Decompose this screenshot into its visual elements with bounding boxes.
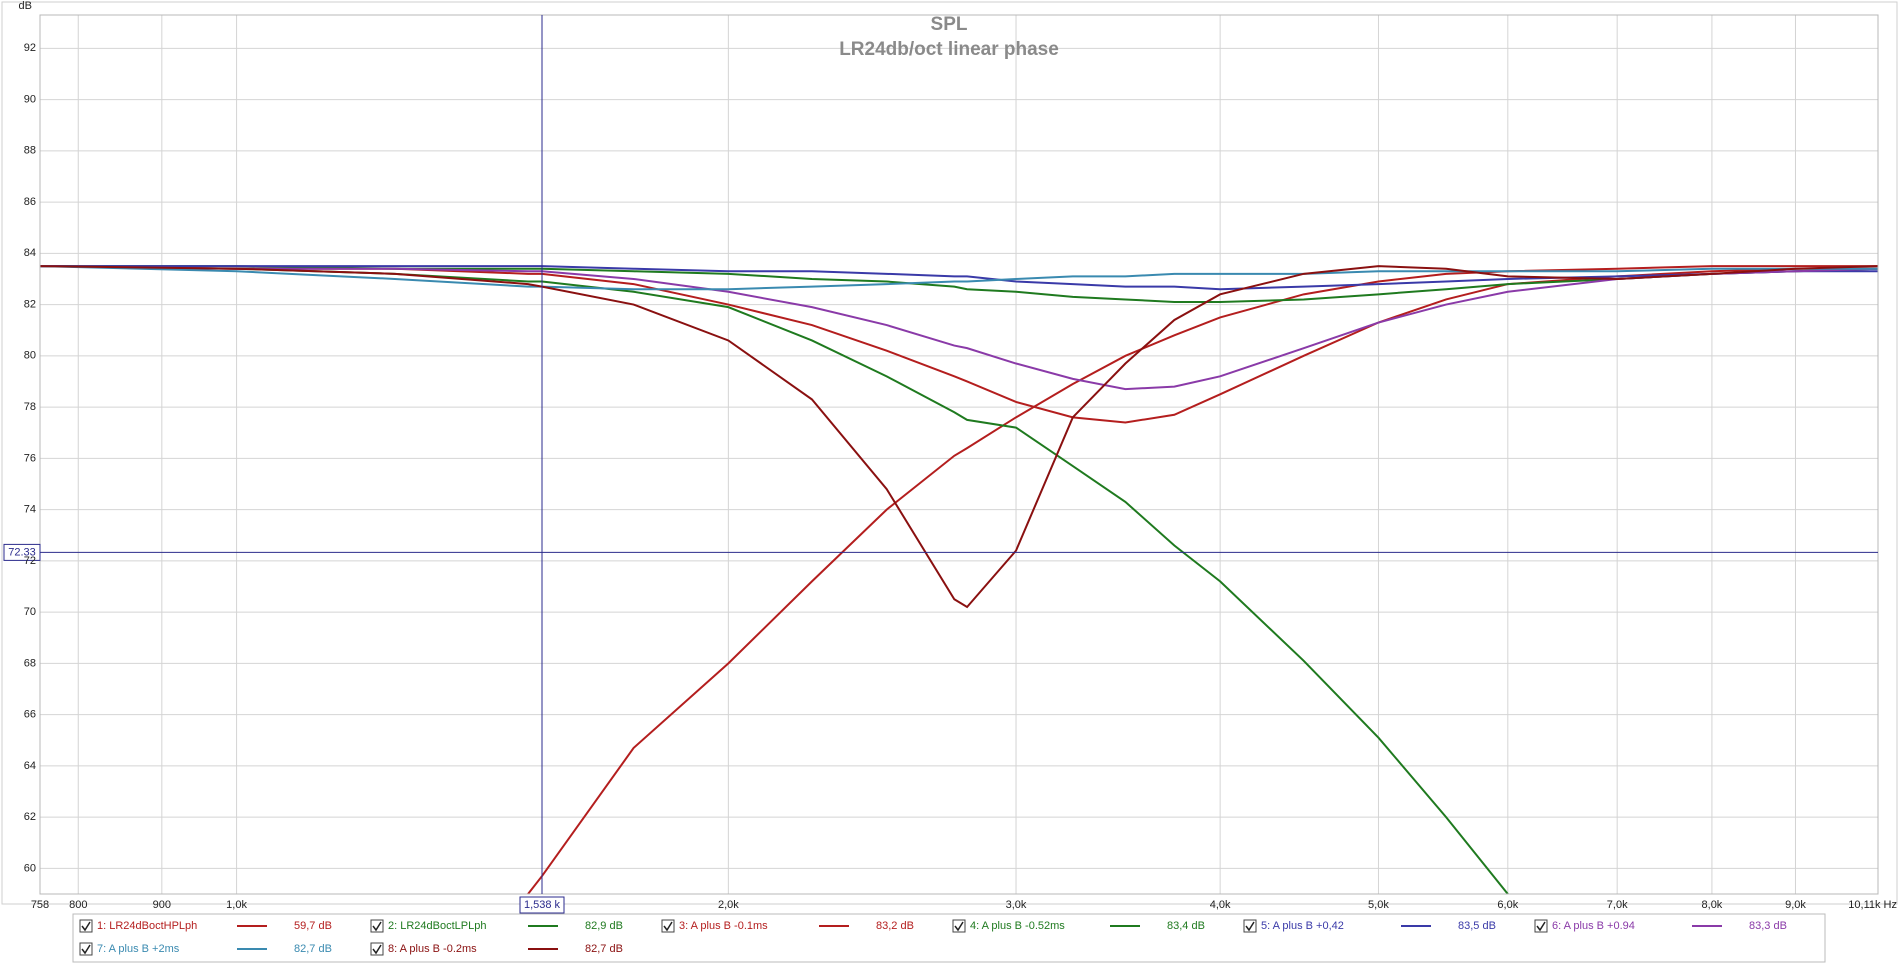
chart-title: SPL — [931, 14, 968, 35]
series-line — [40, 265, 1879, 304]
series-line — [39, 265, 1879, 609]
grid — [39, 15, 1879, 894]
legend-readout: 82,7 dB — [294, 943, 332, 955]
y-tick-label: 80 — [24, 350, 36, 362]
x-tick-label: 7,0k — [1607, 899, 1628, 911]
legend-readout: 83,3 dB — [1749, 920, 1787, 932]
legend-check[interactable] — [663, 921, 673, 932]
legend-readout: 59,7 dB — [294, 920, 332, 932]
legend-check[interactable] — [81, 944, 91, 955]
legend: 1: LR24dBoctHPLph 59,7 dB 2: LR24dBoctLPLp… — [79, 919, 1787, 956]
legend-box — [72, 913, 1826, 963]
y-tick-label: 76 — [24, 452, 36, 464]
cursor-y-label: 72.33 — [8, 546, 36, 558]
legend-checkbox[interactable] — [370, 942, 384, 956]
legend-check[interactable] — [1536, 921, 1546, 932]
y-tick-label: 86 — [24, 196, 36, 208]
x-tick-label: 6,0k — [1497, 899, 1518, 911]
legend-readout: 82,9 dB — [585, 920, 623, 932]
legend-label: 1: LR24dBoctHPLph — [97, 920, 197, 932]
legend-checkbox[interactable] — [1243, 919, 1257, 933]
y-tick-label: 60 — [24, 862, 36, 874]
legend-check[interactable] — [954, 921, 964, 932]
cursor-x-box — [519, 896, 565, 914]
x-tick-label: 9,0k — [1785, 899, 1806, 911]
legend-check[interactable] — [372, 944, 382, 955]
y-tick-label: 78 — [24, 401, 36, 413]
legend-checkbox[interactable] — [952, 919, 966, 933]
x-tick-label: 1,0k — [226, 899, 247, 911]
x-tick-label: 3,0k — [1006, 899, 1027, 911]
legend-check[interactable] — [1245, 921, 1255, 932]
cursor: 1,538 k 72.33 — [3, 15, 1878, 914]
cursor-x-label: 1,538 k — [524, 899, 561, 911]
legend-checkbox[interactable] — [1534, 919, 1548, 933]
series-line — [39, 265, 1879, 391]
y-tick-label: 88 — [24, 145, 36, 157]
series-line — [39, 265, 1509, 895]
x-tick-label: 900 — [153, 899, 171, 911]
legend-readout: 83,2 dB — [876, 920, 914, 932]
legend-readout: 83,5 dB — [1458, 920, 1496, 932]
x-tick-label: 2,0k — [718, 899, 739, 911]
legend-label: 6: A plus B +0.94 — [1552, 920, 1635, 932]
x-tick-label: 758 — [31, 899, 49, 911]
x-tick-label: 5,0k — [1368, 899, 1389, 911]
x-tick-label: 10,11k Hz — [1848, 899, 1897, 911]
legend-check[interactable] — [372, 921, 382, 932]
y-tick-label: 64 — [24, 760, 36, 772]
legend-label: 7: A plus B +2ms — [97, 943, 180, 955]
y-tick-label: 84 — [24, 247, 36, 259]
x-tick-label: 4,0k — [1210, 899, 1231, 911]
cursor-y-box — [3, 543, 41, 561]
legend-checkbox[interactable] — [79, 919, 93, 933]
legend-checkbox[interactable] — [79, 942, 93, 956]
y-tick-label: 68 — [24, 657, 36, 669]
legend-readout: 82,7 dB — [585, 943, 623, 955]
x-tick-label: 8,0k — [1702, 899, 1723, 911]
series-line — [527, 265, 1878, 895]
chart-subtitle: LR24db/oct linear phase — [839, 39, 1059, 60]
legend-checkbox[interactable] — [370, 919, 384, 933]
y-tick-label: 66 — [24, 709, 36, 721]
y-tick-label: 72 — [24, 555, 36, 567]
y-tick-label: 62 — [24, 811, 36, 823]
legend-checkbox[interactable] — [661, 919, 675, 933]
legend-label: 5: A plus B +0,42 — [1261, 920, 1344, 932]
y-tick-label: 74 — [24, 504, 36, 516]
plot-lines — [39, 265, 1879, 895]
plot-border — [39, 14, 1879, 895]
x-tick-label: 800 — [69, 899, 87, 911]
legend-label: 4: A plus B -0.52ms — [970, 920, 1065, 932]
legend-readout: 83,4 dB — [1167, 920, 1205, 932]
series-line — [40, 265, 1878, 291]
legend-label: 2: LR24dBoctLPLph — [388, 920, 486, 932]
y-tick-label: 92 — [24, 42, 36, 54]
y-tick-label: 82 — [24, 298, 36, 310]
series-line — [39, 265, 1878, 424]
legend-label: 3: A plus B -0.1ms — [679, 920, 768, 932]
y-axis-label: dB — [19, 0, 32, 12]
y-tick-label: 70 — [24, 606, 36, 618]
y-tick-label: 90 — [24, 93, 36, 105]
legend-label: 8: A plus B -0.2ms — [388, 943, 477, 955]
legend-check[interactable] — [81, 921, 91, 932]
frame — [1, 1, 1898, 905]
